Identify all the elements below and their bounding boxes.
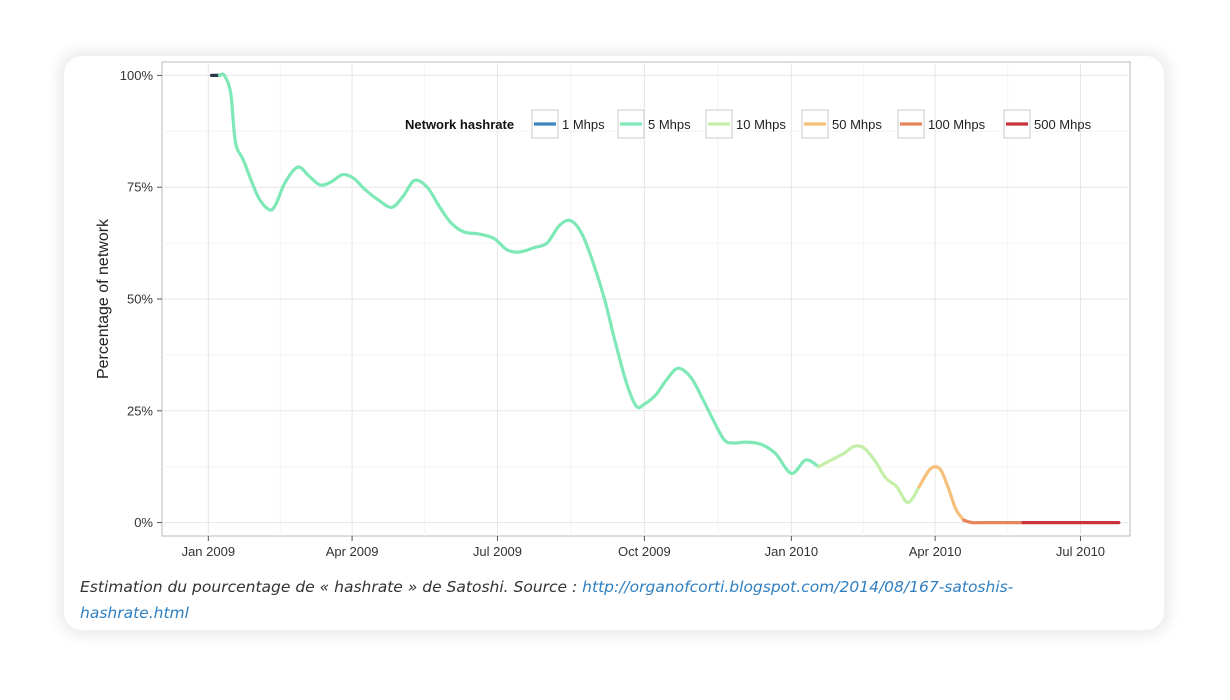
- series-segment: [217, 72, 821, 475]
- legend-item: 100 Mhps: [897, 109, 986, 139]
- y-tick-label: 25%: [127, 403, 153, 418]
- legend-item: 10 Mhps: [705, 109, 786, 139]
- legend-item: 5 Mhps: [617, 109, 691, 139]
- x-tick-label: Apr 2010: [909, 544, 962, 559]
- series-segment: [962, 518, 1025, 525]
- series-line: [209, 72, 1121, 525]
- series-segment: [816, 444, 921, 505]
- source-link[interactable]: http://organofcorti.blogspot.com/2014/08…: [80, 578, 1014, 622]
- y-tick-label: 100%: [120, 68, 154, 83]
- x-tick-label: Jul 2009: [473, 544, 522, 559]
- x-tick-label: Oct 2009: [618, 544, 671, 559]
- y-axis: 0% 25% 50% 75% 100%: [120, 68, 162, 530]
- legend-item: 500 Mhps: [1003, 109, 1092, 139]
- legend-label: 10 Mhps: [736, 117, 786, 132]
- figure-caption: Estimation du pourcentage de « hashrate …: [80, 574, 1120, 626]
- y-tick-label: 50%: [127, 292, 153, 307]
- legend-label: 50 Mhps: [832, 117, 882, 132]
- y-tick-label: 0%: [134, 515, 153, 530]
- legend-label: 1 Mhps: [562, 117, 605, 132]
- legend: Network hashrate 1 Mhps 5 Mhps 10 Mhps 50 M…: [405, 109, 1092, 139]
- x-axis: Jan 2009 Apr 2009 Jul 2009 Oct 2009 Jan 2010…: [182, 536, 1105, 559]
- legend-item: 50 Mhps: [801, 109, 882, 139]
- legend-label: 100 Mhps: [928, 117, 986, 132]
- y-tick-label: 75%: [127, 180, 153, 195]
- grid: [162, 62, 1130, 536]
- legend-label: 5 Mhps: [648, 117, 691, 132]
- x-tick-label: Jul 2010: [1056, 544, 1105, 559]
- x-tick-label: Jan 2009: [182, 544, 236, 559]
- legend-item: 1 Mhps: [531, 109, 605, 139]
- x-tick-label: Apr 2009: [326, 544, 379, 559]
- caption-text: Estimation du pourcentage de « hashrate …: [80, 578, 583, 596]
- legend-title: Network hashrate: [405, 117, 514, 132]
- legend-items: 1 Mhps 5 Mhps 10 Mhps 50 Mhps 100 Mhps 500 Mh…: [531, 109, 1092, 139]
- legend-label: 500 Mhps: [1034, 117, 1092, 132]
- series-segment: [917, 465, 966, 522]
- x-tick-label: Jan 2010: [765, 544, 819, 559]
- y-axis-title: Percentage of network: [95, 218, 112, 379]
